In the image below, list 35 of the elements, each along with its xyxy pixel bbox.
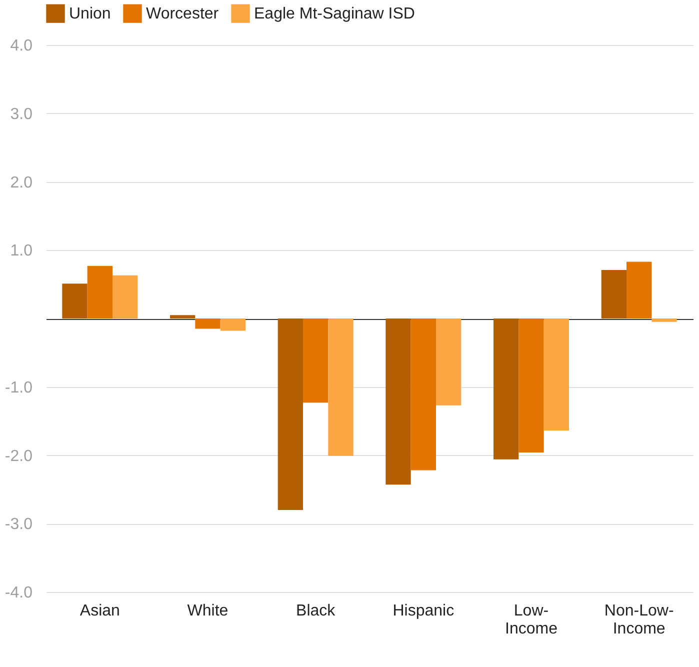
- bar: [626, 262, 652, 318]
- y-tick-label: -2.0: [4, 448, 33, 465]
- y-tick-label: 1.0: [10, 242, 33, 260]
- bar: [303, 318, 328, 403]
- x-tick-label: Hispanic: [392, 602, 454, 620]
- bar: [436, 318, 462, 406]
- bar: [494, 318, 519, 460]
- x-tick-label: White: [187, 602, 228, 620]
- y-tick-label: 4.0: [10, 38, 33, 54]
- bar: [518, 318, 544, 453]
- legend-label: Union: [69, 6, 111, 23]
- legend-label: Worcester: [146, 6, 220, 23]
- bar: [195, 318, 220, 329]
- y-tick-label: 3.0: [10, 106, 33, 123]
- bar: [220, 318, 246, 331]
- bar: [112, 275, 138, 318]
- bar: [544, 318, 569, 431]
- bar: [652, 318, 677, 322]
- x-tick-label: Black: [296, 602, 336, 620]
- legend-label: Eagle Mt-Saginaw ISD: [254, 6, 415, 23]
- bar: [278, 318, 304, 510]
- bar: [386, 318, 411, 485]
- x-tick-label: Asian: [80, 602, 120, 620]
- y-tick-label: 2.0: [10, 174, 33, 192]
- x-tick-label: Low-Income: [505, 602, 558, 638]
- y-tick-label: -4.0: [4, 584, 33, 602]
- y-tick-label: -3.0: [4, 516, 33, 534]
- bar: [410, 318, 436, 470]
- bar: [170, 315, 196, 318]
- x-tick-label: Non-Low-Income: [604, 602, 674, 638]
- bar: [62, 284, 88, 318]
- bar: [328, 318, 354, 456]
- bar: [601, 270, 627, 318]
- bar: [87, 266, 112, 318]
- y-tick-label: -1.0: [4, 379, 33, 396]
